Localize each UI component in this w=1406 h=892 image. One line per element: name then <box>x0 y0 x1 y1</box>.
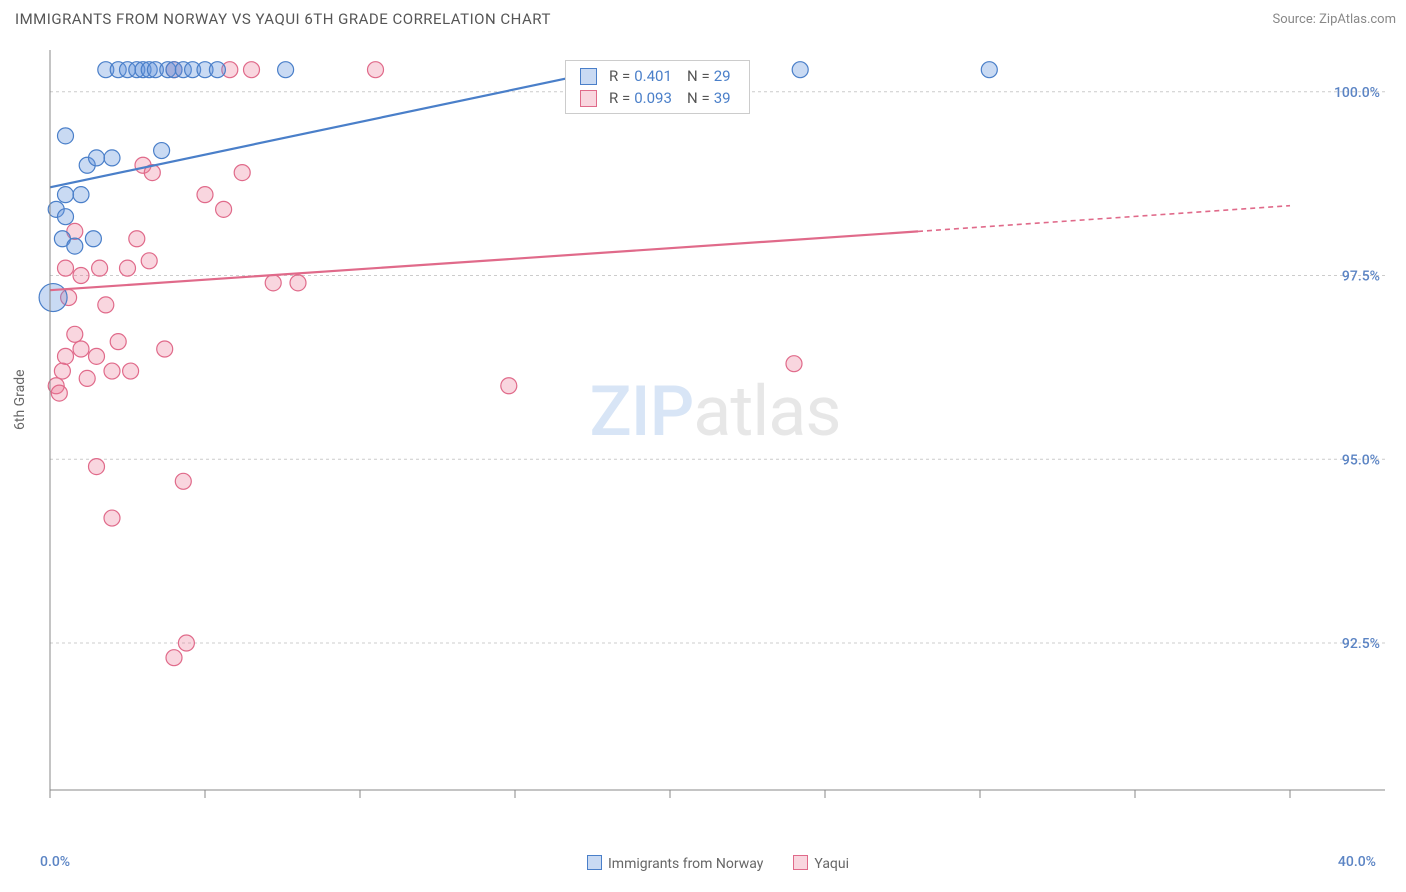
legend: Immigrants from Norway Yaqui <box>0 855 1406 872</box>
legend-label: Immigrants from Norway <box>608 856 763 872</box>
chart-title: IMMIGRANTS FROM NORWAY VS YAQUI 6TH GRAD… <box>15 10 551 28</box>
y-axis-label: 6th Grade <box>12 369 28 430</box>
svg-text:100.0%: 100.0% <box>1334 85 1380 101</box>
source-label: Source: ZipAtlas.com <box>1272 12 1396 27</box>
svg-text:95.0%: 95.0% <box>1342 452 1380 468</box>
legend-swatch <box>587 855 602 870</box>
legend-label: Yaqui <box>814 856 849 872</box>
svg-text:97.5%: 97.5% <box>1342 269 1380 285</box>
svg-text:92.5%: 92.5% <box>1342 636 1380 652</box>
stats-row: R = 0.093 N = 39 <box>566 87 749 109</box>
stats-row: R = 0.401 N = 29 <box>566 65 749 87</box>
legend-swatch <box>793 855 808 870</box>
plot-area: 92.5%95.0%97.5%100.0% ZIPatlas R = 0.401… <box>45 50 1385 790</box>
stats-legend: R = 0.401 N = 29R = 0.093 N = 39 <box>565 60 750 114</box>
scatter-chart: 92.5% 95.0% 97.5% 100.0% <box>45 50 1385 790</box>
